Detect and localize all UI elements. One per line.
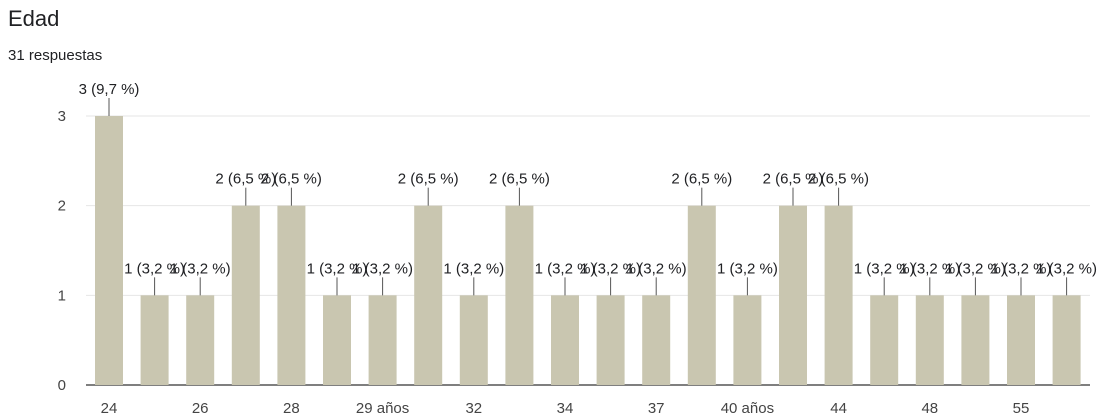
data-label: 1 (3,2 %) bbox=[899, 260, 960, 277]
bar-48 bbox=[915, 295, 944, 385]
bar-29 bbox=[323, 295, 351, 385]
bar-34 bbox=[551, 295, 579, 385]
data-label: 1 (3,2 %) bbox=[1036, 260, 1097, 277]
data-label: 1 (3,2 %) bbox=[626, 260, 687, 277]
bar-50 bbox=[961, 295, 990, 385]
data-label: 1 (3,2 %) bbox=[717, 260, 778, 277]
data-label: 2 (6,5 %) bbox=[398, 171, 459, 188]
data-label: 1 (3,2 %) bbox=[854, 260, 915, 277]
x-tick-label: 29 años bbox=[356, 400, 409, 417]
data-label: 2 (6,5 %) bbox=[489, 171, 550, 188]
bar-28 bbox=[277, 205, 306, 385]
data-label: 2 (6,5 %) bbox=[261, 171, 322, 188]
x-tick-label: 34 bbox=[557, 400, 574, 417]
y-tick-label: 0 bbox=[58, 377, 66, 394]
bar-39 bbox=[687, 205, 716, 385]
data-label: 1 (3,2 %) bbox=[352, 260, 413, 277]
x-axis: 24 26 28 29 años 32 34 37 40 años 44 48 55 bbox=[101, 400, 1030, 417]
x-tick-label: 28 bbox=[283, 400, 300, 417]
bar-33 bbox=[505, 205, 534, 385]
x-tick-label: 37 bbox=[648, 400, 665, 417]
bar-40 años bbox=[733, 295, 762, 385]
bar-57 bbox=[1052, 295, 1081, 385]
bars bbox=[95, 116, 1081, 385]
bar-26 bbox=[186, 295, 215, 385]
y-tick-label: 1 bbox=[58, 287, 66, 304]
data-label: 1 (3,2 %) bbox=[307, 260, 368, 277]
bar-55 bbox=[1007, 295, 1035, 385]
bar-44 bbox=[824, 205, 853, 385]
x-tick-label: 24 bbox=[101, 400, 118, 417]
bar-42 bbox=[779, 205, 807, 385]
x-tick-label: 32 bbox=[465, 400, 482, 417]
y-tick-label: 3 bbox=[58, 108, 66, 125]
data-labels: 3 (9,7 %)1 (3,2 %)1 (3,2 %)2 (6,5 %)2 (6… bbox=[79, 81, 1097, 296]
data-label: 1 (3,2 %) bbox=[945, 260, 1006, 277]
bar-27 bbox=[231, 205, 260, 385]
x-tick-label: 26 bbox=[192, 400, 209, 417]
data-label: 3 (9,7 %) bbox=[79, 81, 140, 98]
bar-24 bbox=[95, 116, 123, 385]
bar-25 bbox=[140, 295, 169, 385]
bar-46 bbox=[870, 295, 899, 385]
x-tick-label: 48 bbox=[921, 400, 938, 417]
bar-29 años bbox=[368, 295, 397, 385]
data-label: 1 (3,2 %) bbox=[580, 260, 641, 277]
response-count: 31 respuestas bbox=[8, 47, 103, 64]
bar-35 bbox=[596, 295, 625, 385]
data-label: 1 (3,2 %) bbox=[170, 260, 231, 277]
data-label: 1 (3,2 %) bbox=[443, 260, 504, 277]
bar-32 bbox=[459, 295, 488, 385]
x-tick-label: 44 bbox=[830, 400, 847, 417]
y-tick-label: 2 bbox=[58, 198, 66, 215]
bar-31 bbox=[414, 205, 443, 385]
chart-title: Edad bbox=[8, 6, 60, 31]
data-label: 2 (6,5 %) bbox=[215, 171, 276, 188]
bar-37 bbox=[642, 295, 671, 385]
data-label: 1 (3,2 %) bbox=[535, 260, 596, 277]
data-label: 2 (6,5 %) bbox=[808, 171, 869, 188]
data-label: 1 (3,2 %) bbox=[991, 260, 1052, 277]
x-tick-label: 40 años bbox=[721, 400, 774, 417]
y-axis: 0 1 2 3 bbox=[58, 108, 66, 394]
x-tick-label: 55 bbox=[1013, 400, 1030, 417]
data-label: 2 (6,5 %) bbox=[763, 171, 824, 188]
data-label: 1 (3,2 %) bbox=[124, 260, 185, 277]
data-label: 2 (6,5 %) bbox=[671, 171, 732, 188]
